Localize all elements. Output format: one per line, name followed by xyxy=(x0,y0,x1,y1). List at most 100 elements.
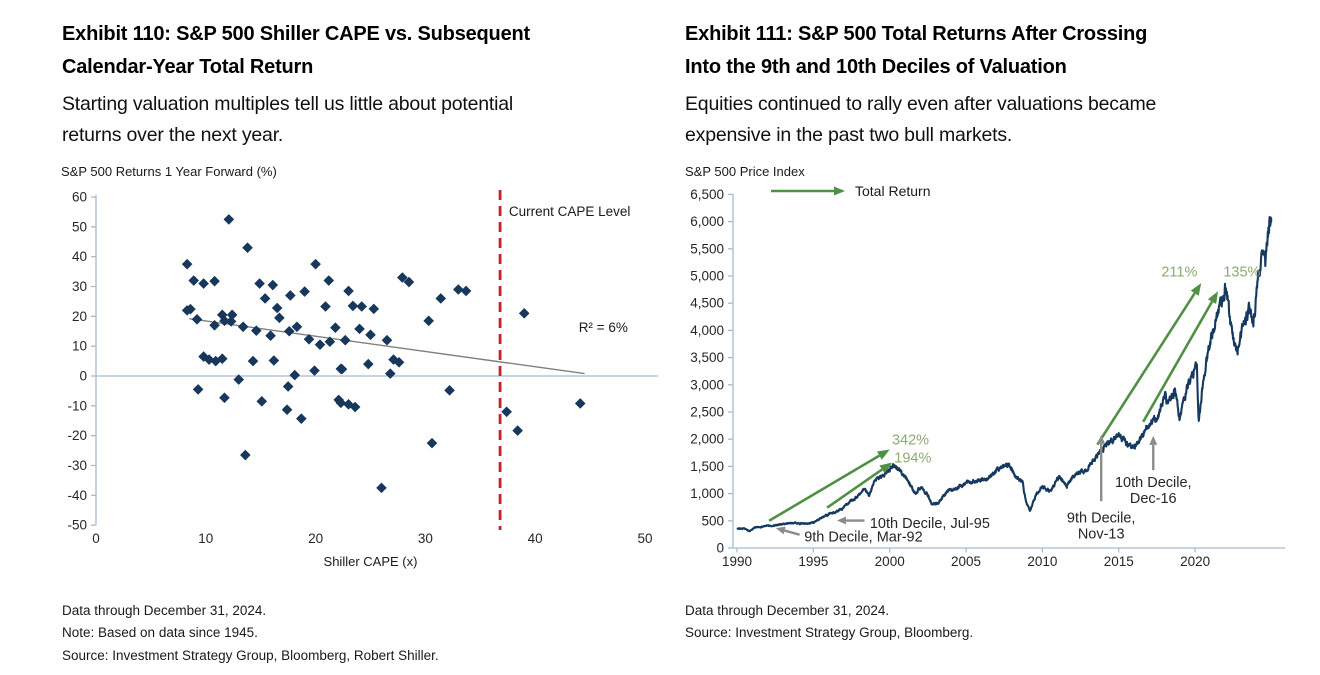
svg-text:10th Decile, Jul-95: 10th Decile, Jul-95 xyxy=(870,516,990,532)
svg-text:-50: -50 xyxy=(67,518,87,533)
title-line-1: Exhibit 110: S&P 500 Shiller CAPE vs. Su… xyxy=(62,23,530,45)
svg-text:Dec-16: Dec-16 xyxy=(1130,491,1177,507)
svg-text:4,500: 4,500 xyxy=(690,296,724,311)
data-point xyxy=(363,358,374,370)
svg-text:S&P 500 Price Index: S&P 500 Price Index xyxy=(685,164,805,179)
data-point xyxy=(268,355,280,366)
data-point xyxy=(365,329,376,341)
svg-text:342%: 342% xyxy=(892,433,929,449)
data-point xyxy=(283,325,295,337)
data-point xyxy=(453,284,464,295)
svg-text:20: 20 xyxy=(72,309,87,324)
data-point xyxy=(192,384,204,395)
data-point xyxy=(233,374,245,385)
data-point xyxy=(226,309,238,321)
data-point xyxy=(274,312,285,324)
data-point xyxy=(393,356,405,368)
data-point xyxy=(223,214,235,225)
svg-text:2005: 2005 xyxy=(951,554,981,569)
data-point xyxy=(339,334,351,346)
svg-text:60: 60 xyxy=(72,190,87,205)
svg-text:20: 20 xyxy=(308,531,323,546)
data-point xyxy=(460,285,472,297)
data-point xyxy=(320,301,331,312)
data-point xyxy=(501,406,512,418)
data-point xyxy=(381,334,393,346)
return-arrows: 342% 194% 211% 135% xyxy=(768,265,1261,522)
data-point xyxy=(237,321,249,333)
svg-text:10: 10 xyxy=(72,339,87,354)
data-point xyxy=(296,413,307,424)
svg-text:1,000: 1,000 xyxy=(690,486,724,501)
data-point xyxy=(181,258,193,270)
svg-text:4,000: 4,000 xyxy=(690,323,724,338)
svg-text:0: 0 xyxy=(716,541,724,556)
exhibit-111-title: Exhibit 111: S&P 500 Total Returns After… xyxy=(685,18,1295,84)
data-point xyxy=(216,309,228,321)
data-point xyxy=(185,303,196,315)
data-point xyxy=(281,404,293,416)
svg-text:10: 10 xyxy=(198,531,213,546)
data-point xyxy=(216,353,228,364)
data-point xyxy=(310,258,321,270)
svg-text:9th Decile, Mar-92: 9th Decile, Mar-92 xyxy=(804,529,922,545)
data-point xyxy=(314,339,326,350)
exhibit-111-subtitle: Equities continued to rally even after v… xyxy=(685,89,1295,151)
data-point xyxy=(423,315,434,327)
data-point xyxy=(285,290,296,301)
svg-text:135%: 135% xyxy=(1223,265,1260,281)
data-point xyxy=(324,336,336,347)
data-point xyxy=(198,278,209,289)
svg-text:40: 40 xyxy=(528,531,543,546)
data-point xyxy=(240,449,251,461)
svg-text:2015: 2015 xyxy=(1104,554,1134,569)
data-point xyxy=(265,330,276,342)
svg-text:Current CAPE Level: Current CAPE Level xyxy=(509,204,631,219)
data-point xyxy=(271,302,283,314)
svg-text:30: 30 xyxy=(418,531,433,546)
exhibit-110-subtitle: Starting valuation multiples tell us lit… xyxy=(62,89,662,151)
cape-scatter-chart: S&P 500 Returns 1 Year Forward (%) 60 50 40… xyxy=(56,162,668,578)
data-point xyxy=(267,279,279,291)
subtitle-line-1: Starting valuation multiples tell us lit… xyxy=(62,93,514,115)
data-point xyxy=(259,293,271,304)
data-point xyxy=(309,365,320,376)
cape-scatter-svg: S&P 500 Returns 1 Year Forward (%) 60 50 40… xyxy=(61,164,658,569)
svg-text:-10: -10 xyxy=(67,398,87,413)
svg-text:50: 50 xyxy=(72,219,87,234)
data-point xyxy=(282,381,294,392)
legend-total-return: Total Return xyxy=(771,183,930,199)
data-point xyxy=(191,314,203,325)
subtitle-line-2: expensive in the past two bull markets. xyxy=(685,124,1013,146)
data-point xyxy=(299,286,310,297)
subtitle-line-1: Equities continued to rally even after v… xyxy=(685,93,1157,115)
svg-text:30: 30 xyxy=(72,279,87,294)
data-point xyxy=(384,368,396,379)
data-point xyxy=(256,396,268,407)
data-point xyxy=(330,322,341,333)
data-point xyxy=(518,308,530,319)
scatter-points xyxy=(181,214,586,494)
svg-text:2010: 2010 xyxy=(1027,554,1057,569)
data-point xyxy=(209,319,220,331)
svg-text:-40: -40 xyxy=(67,488,87,503)
title-line-2: Into the 9th and 10th Deciles of Valuati… xyxy=(685,56,1067,78)
data-point xyxy=(242,242,253,254)
data-point xyxy=(219,392,230,404)
data-point xyxy=(251,325,262,336)
data-point xyxy=(347,300,359,312)
svg-text:-20: -20 xyxy=(67,428,87,443)
trend-line xyxy=(189,318,585,375)
svg-text:211%: 211% xyxy=(1161,265,1197,281)
title-line-1: Exhibit 111: S&P 500 Total Returns After… xyxy=(685,23,1148,45)
svg-text:Shiller CAPE (x): Shiller CAPE (x) xyxy=(324,554,418,569)
svg-text:2000: 2000 xyxy=(875,554,905,569)
sp500-line-svg: S&P 500 Price Index 0 500 1,000 1,500 2,000 2,… xyxy=(685,164,1285,569)
data-point xyxy=(247,355,259,367)
data-point xyxy=(354,323,365,335)
data-point xyxy=(444,385,455,396)
data-point xyxy=(209,275,220,287)
data-point xyxy=(336,363,348,375)
data-point xyxy=(512,425,523,436)
